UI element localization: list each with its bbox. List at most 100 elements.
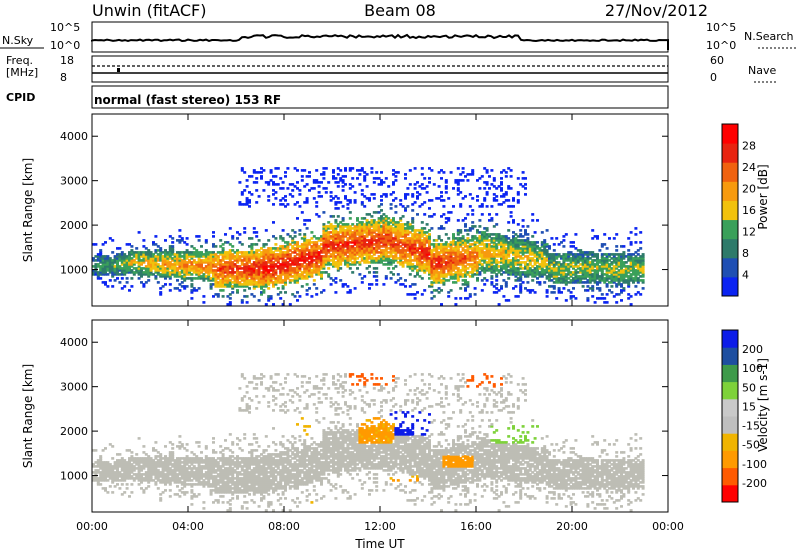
power-cell bbox=[351, 231, 355, 234]
power-cell bbox=[485, 193, 489, 196]
power-cell bbox=[394, 227, 398, 230]
power-cell bbox=[168, 271, 172, 274]
power-cell bbox=[574, 281, 578, 284]
power-cell bbox=[200, 277, 203, 280]
power-cell bbox=[610, 281, 614, 284]
power-cell bbox=[492, 271, 496, 274]
power-cell bbox=[264, 275, 268, 278]
nsearch-tick-bottom: 10^0 bbox=[706, 39, 736, 52]
power-cell bbox=[382, 283, 386, 286]
power-cell bbox=[476, 261, 479, 264]
power-cell bbox=[118, 281, 122, 284]
power-cell bbox=[444, 261, 448, 264]
power-cell bbox=[99, 257, 103, 260]
power-cell bbox=[279, 267, 283, 270]
power-cell bbox=[348, 257, 352, 260]
power-cell bbox=[533, 247, 537, 250]
power-cell bbox=[504, 271, 508, 274]
power-cell bbox=[432, 257, 436, 260]
power-cell bbox=[348, 259, 352, 262]
power-cell bbox=[363, 239, 367, 242]
power-cell bbox=[641, 275, 645, 278]
power-cell bbox=[226, 275, 230, 278]
power-cell bbox=[315, 201, 319, 204]
power-cell bbox=[262, 253, 266, 256]
power-cell bbox=[471, 265, 475, 268]
power-cell bbox=[471, 251, 475, 254]
power-cell bbox=[185, 263, 189, 266]
power-cell bbox=[586, 273, 590, 276]
velocity-cell bbox=[147, 461, 151, 464]
power-cell bbox=[435, 279, 439, 282]
power-cell bbox=[327, 267, 331, 270]
power-cell bbox=[216, 257, 220, 260]
power-cell bbox=[360, 203, 364, 206]
power-cell bbox=[305, 269, 309, 272]
power-cell bbox=[545, 251, 549, 254]
power-cell bbox=[332, 261, 335, 264]
power-cell bbox=[204, 257, 208, 260]
power-cell bbox=[147, 265, 151, 268]
power-cell bbox=[456, 193, 460, 196]
power-cell bbox=[348, 187, 352, 190]
power-cell bbox=[471, 225, 475, 228]
power-cell bbox=[392, 257, 395, 260]
power-cell bbox=[454, 263, 458, 266]
power-cell bbox=[531, 253, 535, 256]
power-cell bbox=[394, 211, 398, 214]
velocity-cell bbox=[137, 479, 141, 482]
power-cell bbox=[152, 265, 155, 268]
velocity-cell bbox=[104, 475, 107, 478]
power-cell bbox=[536, 251, 539, 254]
velocity-cell bbox=[154, 467, 158, 470]
colorbar-swatch bbox=[722, 143, 738, 163]
power-cell bbox=[221, 273, 225, 276]
power-cell bbox=[288, 281, 292, 284]
power-cell bbox=[312, 265, 316, 268]
velocity-cell bbox=[140, 479, 143, 482]
power-cell bbox=[464, 275, 467, 278]
power-cell bbox=[147, 273, 151, 276]
power-cell bbox=[320, 263, 323, 266]
power-cell bbox=[516, 277, 520, 280]
power-cell bbox=[411, 237, 415, 240]
power-cell bbox=[310, 247, 314, 250]
power-cell bbox=[500, 243, 503, 246]
power-cell bbox=[195, 253, 199, 256]
power-cell bbox=[516, 253, 520, 256]
power-cell bbox=[464, 273, 467, 276]
power-cell bbox=[272, 247, 275, 250]
power-cell bbox=[420, 241, 424, 244]
power-cell bbox=[312, 269, 316, 272]
power-cell bbox=[605, 285, 609, 288]
power-cell bbox=[346, 251, 350, 254]
power-cell bbox=[500, 177, 503, 180]
power-cell bbox=[324, 229, 328, 232]
power-cell bbox=[627, 249, 631, 252]
power-cell bbox=[248, 205, 251, 208]
power-cell bbox=[231, 269, 235, 272]
power-cell bbox=[488, 269, 491, 272]
power-cell bbox=[341, 285, 345, 288]
power-cell bbox=[504, 241, 508, 244]
power-cell bbox=[495, 195, 499, 198]
power-cell bbox=[423, 201, 427, 204]
power-cell bbox=[416, 247, 419, 250]
power-cell bbox=[461, 249, 465, 252]
velocity-cell bbox=[147, 457, 151, 460]
power-cell bbox=[226, 273, 230, 276]
power-cell bbox=[332, 235, 335, 238]
power-cell bbox=[449, 247, 453, 250]
power-cell bbox=[291, 237, 295, 240]
power-cell bbox=[382, 213, 386, 216]
power-cell bbox=[629, 263, 633, 266]
power-cell bbox=[452, 239, 455, 242]
power-cell bbox=[603, 257, 607, 260]
power-cell bbox=[202, 279, 206, 282]
power-cell bbox=[269, 295, 273, 298]
power-cell bbox=[286, 167, 290, 170]
power-cell bbox=[430, 269, 434, 272]
power-cell bbox=[250, 269, 254, 272]
power-cell bbox=[500, 251, 503, 254]
power-cell bbox=[147, 253, 151, 256]
